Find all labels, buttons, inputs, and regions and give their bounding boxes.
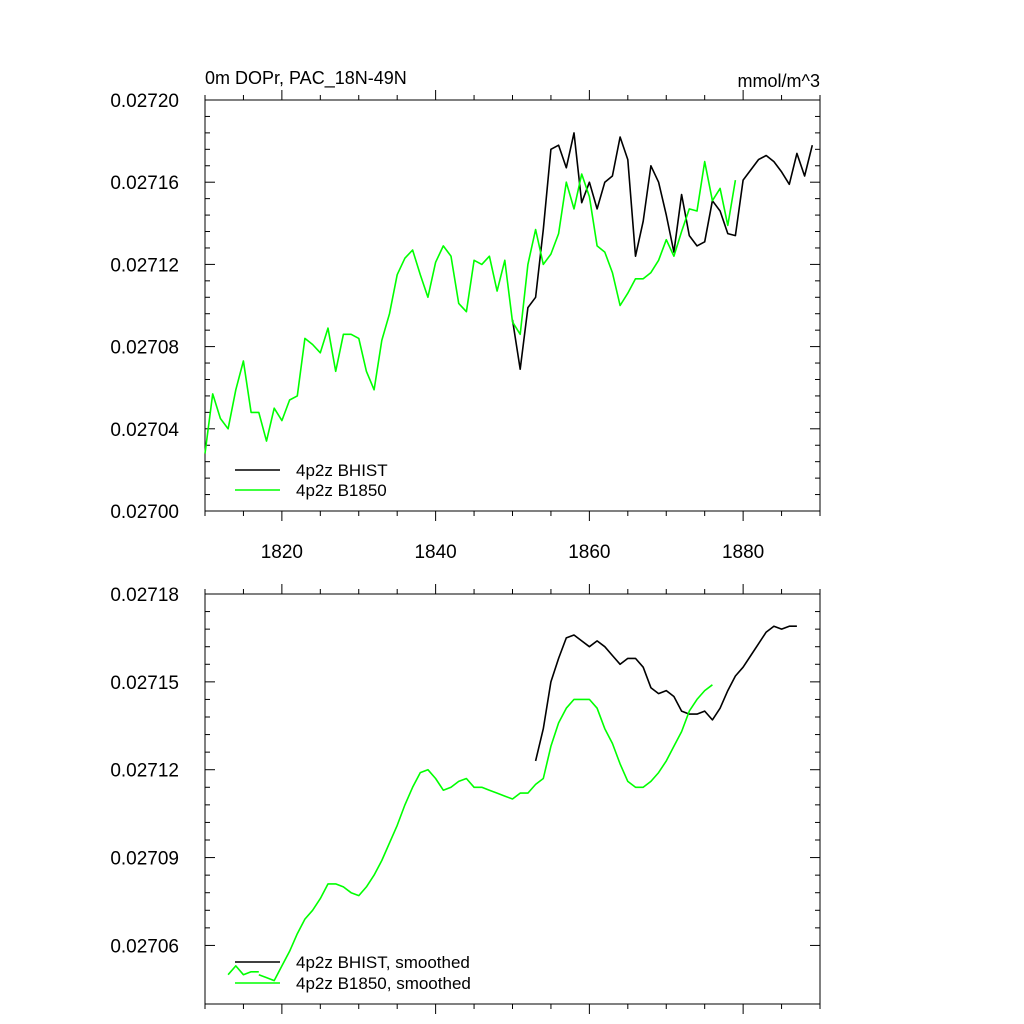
top-xtick-label: 1860	[568, 542, 610, 563]
top-ytick-label: 0.02708	[110, 338, 179, 359]
bottom-series-line-2	[227, 965, 259, 976]
bottom-panel: 0.02706 0.02709 0.02712 0.02715 0.02718 4p2z…	[110, 584, 821, 1014]
top-legend: 4p2z BHIST 4p2z B1850	[235, 461, 388, 500]
bottom-series-line-0	[534, 625, 797, 762]
top-ytick-label: 0.02716	[110, 173, 179, 194]
legend-label-bhist-smoothed: 4p2z BHIST, smoothed	[296, 953, 470, 972]
legend-label-bhist: 4p2z BHIST	[296, 461, 388, 480]
top-axis-ticks: 0.02700 0.02704 0.02708 0.02712 0.02716 0.027…	[110, 90, 821, 563]
top-xtick-label: 1840	[414, 542, 456, 563]
top-series-line-1	[204, 160, 737, 454]
top-ytick-label: 0.02720	[110, 91, 179, 112]
top-chart-units: mmol/m^3	[738, 71, 820, 91]
bottom-legend: 4p2z BHIST, smoothed 4p2z B1850, smoothe…	[235, 953, 471, 993]
bottom-ytick-label: 0.02715	[110, 673, 179, 694]
bottom-ytick-label: 0.02718	[110, 585, 179, 606]
top-series-group	[204, 132, 814, 454]
bottom-ytick-label: 0.02709	[110, 849, 179, 870]
bottom-ytick-label: 0.02712	[110, 761, 179, 782]
legend-label-b1850-smoothed: 4p2z B1850, smoothed	[296, 974, 471, 993]
top-plot-frame	[204, 99, 821, 512]
bottom-series-group	[227, 625, 797, 982]
bottom-axis-ticks: 0.02706 0.02709 0.02712 0.02715 0.02718	[110, 584, 821, 1014]
top-xtick-label: 1880	[722, 542, 764, 563]
top-ytick-label: 0.02704	[110, 420, 179, 441]
top-panel: 0m DOPr, PAC_18N-49N mmol/m^3 0.027000.0…	[110, 68, 821, 563]
top-xtick-label: 1820	[261, 542, 303, 563]
top-series-line-0	[511, 132, 814, 371]
bottom-series-line-1	[258, 684, 713, 982]
top-ytick-label: 0.02700	[110, 502, 179, 523]
legend-label-b1850: 4p2z B1850	[296, 481, 387, 500]
top-chart-title: 0m DOPr, PAC_18N-49N	[205, 68, 407, 89]
bottom-ytick-label: 0.02706	[110, 936, 179, 957]
top-ytick-label: 0.02712	[110, 255, 179, 276]
